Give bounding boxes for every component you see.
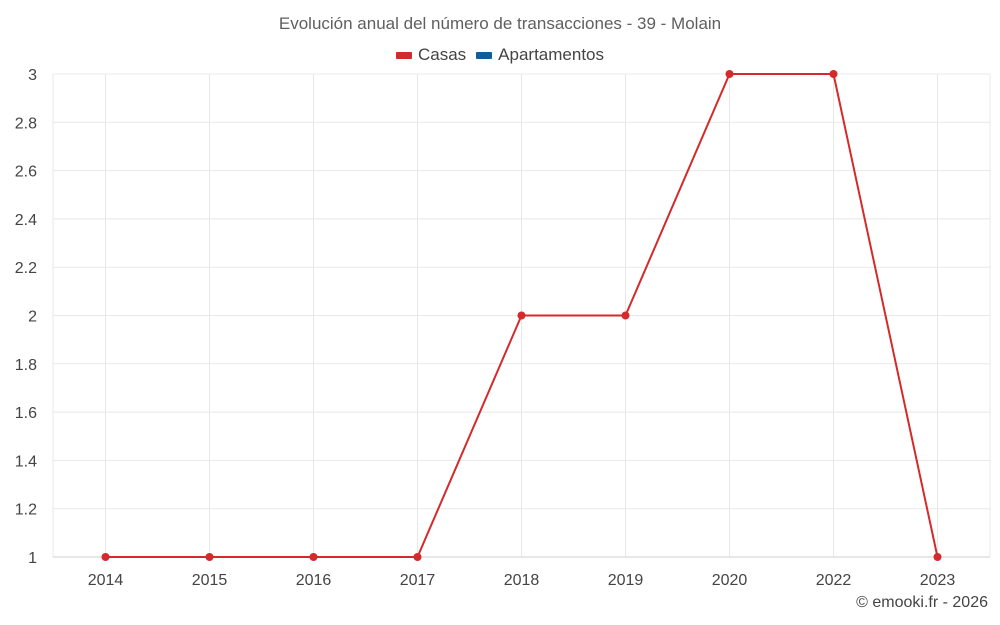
x-tick-label: 2018 — [504, 572, 540, 589]
data-point-casas[interactable] — [517, 311, 526, 320]
legend-swatch-casas — [395, 51, 412, 59]
legend-swatch-apartamentos — [476, 51, 493, 59]
y-tick-label: 1 — [28, 550, 37, 567]
data-point-casas[interactable] — [933, 553, 942, 561]
y-tick-label: 1.8 — [15, 357, 37, 374]
x-tick-label: 2022 — [816, 572, 852, 589]
chart-title: Evolución anual del número de transaccio… — [278, 14, 722, 33]
x-tick-label: 2015 — [192, 572, 228, 589]
x-tick-label: 2019 — [608, 572, 644, 589]
y-tick-label: 2.8 — [15, 115, 37, 132]
y-tick-label: 2.6 — [15, 164, 37, 181]
data-point-casas[interactable] — [309, 553, 318, 561]
y-tick-label: 2.2 — [15, 260, 37, 277]
y-tick-label: 2 — [28, 309, 37, 326]
credit-text: © emooki.fr - 2026 — [856, 594, 988, 611]
x-tick-label: 2016 — [296, 572, 332, 589]
data-point-casas[interactable] — [725, 70, 734, 78]
legend-item-apartamentos[interactable]: Apartamentos — [476, 45, 604, 65]
y-tick-label: 1.4 — [15, 453, 37, 470]
y-tick-label: 3 — [28, 67, 37, 84]
legend-label-apartamentos: Apartamentos — [498, 45, 605, 64]
y-tick-label: 2.4 — [15, 212, 37, 229]
data-point-casas[interactable] — [829, 70, 838, 78]
y-tick-label: 1.2 — [15, 502, 37, 519]
data-point-casas[interactable] — [621, 311, 630, 320]
axis-layer: 1 1.2 1.4 1.6 1.8 2 2.2 2.4 2.6 2.8 3 2014 2015 2016 2… — [15, 67, 990, 589]
data-point-casas[interactable] — [101, 553, 110, 561]
x-tick-label: 2017 — [400, 572, 436, 589]
legend-item-casas[interactable]: Casas — [395, 45, 467, 65]
series-layer — [101, 70, 942, 561]
data-point-casas[interactable] — [205, 553, 214, 561]
x-tick-label: 2020 — [712, 572, 748, 589]
data-point-casas[interactable] — [413, 553, 422, 561]
legend-label-casas: Casas — [417, 45, 467, 64]
y-tick-label: 1.6 — [15, 405, 37, 422]
x-tick-label: 2023 — [920, 572, 956, 589]
x-tick-label: 2014 — [88, 572, 124, 589]
legend: Casas Apartamentos — [0, 45, 1000, 65]
